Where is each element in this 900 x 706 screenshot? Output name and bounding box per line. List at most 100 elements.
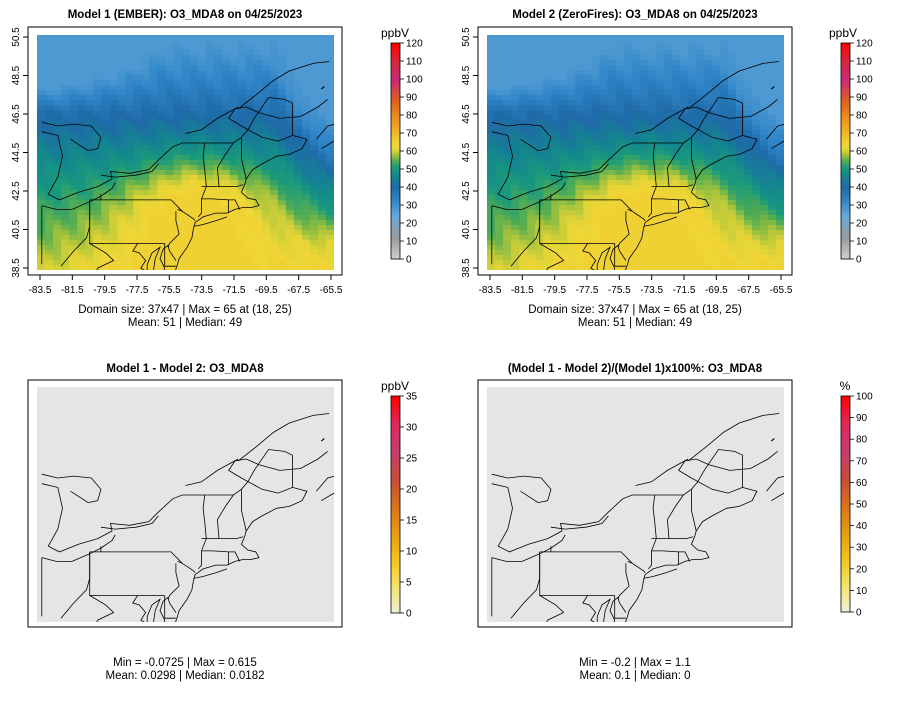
grid-cell bbox=[93, 210, 102, 216]
colorbar-segment bbox=[841, 406, 850, 410]
grid-cell bbox=[165, 140, 175, 146]
grid-cell bbox=[269, 80, 279, 86]
grid-cell bbox=[671, 215, 681, 221]
grid-cell bbox=[93, 60, 102, 66]
grid-cell bbox=[101, 50, 110, 56]
grid-cell bbox=[759, 105, 769, 111]
grid-cell bbox=[245, 75, 255, 81]
grid-cell bbox=[221, 80, 231, 86]
grid-cell bbox=[117, 250, 126, 256]
grid-cell bbox=[53, 140, 62, 146]
grid-cell bbox=[591, 145, 600, 151]
grid-cell bbox=[301, 230, 311, 236]
grid-cell bbox=[221, 75, 231, 81]
y-tick-label: 38.5 bbox=[461, 258, 472, 278]
grid-cell bbox=[583, 175, 592, 181]
grid-cell bbox=[93, 65, 102, 71]
grid-cell bbox=[679, 230, 689, 236]
colorbar-segment bbox=[391, 185, 400, 188]
colorbar-segment bbox=[391, 531, 400, 534]
grid-cell bbox=[189, 85, 199, 91]
grid-cell bbox=[655, 105, 665, 111]
grid-cell bbox=[61, 75, 70, 81]
grid-cell bbox=[269, 120, 279, 126]
grid-cell bbox=[711, 235, 721, 241]
grid-cell bbox=[93, 100, 102, 106]
grid-cell bbox=[727, 50, 737, 56]
grid-cell bbox=[615, 35, 625, 41]
grid-cell bbox=[301, 185, 311, 191]
grid-cell bbox=[519, 215, 528, 221]
grid-cell bbox=[213, 200, 223, 206]
grid-cell bbox=[325, 220, 334, 226]
colorbar-segment bbox=[391, 524, 400, 527]
plot-frame bbox=[27, 379, 343, 628]
colorbar-segment bbox=[841, 568, 850, 572]
grid-cell bbox=[77, 190, 86, 196]
colorbar-segment bbox=[841, 196, 850, 199]
grid-cell bbox=[165, 255, 175, 261]
grid-cell bbox=[727, 250, 737, 256]
grid-cell bbox=[269, 175, 279, 181]
grid-cell bbox=[197, 75, 207, 81]
grid-cell bbox=[519, 125, 528, 131]
boundary-line bbox=[167, 211, 180, 248]
grid-cell bbox=[309, 115, 319, 121]
x-tick-label: -79.5 bbox=[543, 285, 566, 296]
grid-cell bbox=[245, 110, 255, 116]
colorbar-segment bbox=[391, 115, 400, 118]
grid-cell bbox=[503, 240, 512, 246]
colorbar-tick-label: 100 bbox=[856, 75, 873, 86]
grid-cell bbox=[141, 195, 150, 201]
grid-cell bbox=[285, 150, 295, 156]
grid-cell bbox=[309, 145, 319, 151]
grid-cell bbox=[551, 40, 560, 46]
grid-cell bbox=[735, 100, 745, 106]
grid-cell bbox=[325, 135, 334, 141]
grid-cell bbox=[221, 250, 231, 256]
grid-cell bbox=[141, 80, 150, 86]
grid-cell bbox=[77, 180, 86, 186]
grid-cell bbox=[197, 125, 207, 131]
grid-cell bbox=[141, 65, 150, 71]
colorbar-segment bbox=[391, 64, 400, 67]
grid-cell bbox=[575, 165, 584, 171]
grid-cell bbox=[567, 165, 576, 171]
grid-cell bbox=[165, 230, 175, 236]
grid-cell bbox=[285, 135, 295, 141]
grid-cell bbox=[181, 250, 191, 256]
grid-cell bbox=[671, 40, 681, 46]
grid-cell bbox=[647, 225, 657, 231]
grid-cell bbox=[567, 50, 576, 56]
grid-cell bbox=[647, 65, 657, 71]
grid-cell bbox=[221, 110, 231, 116]
grid-cell bbox=[285, 245, 295, 251]
grid-cell bbox=[503, 120, 512, 126]
colorbar-segment bbox=[391, 470, 400, 473]
colorbar-segment bbox=[391, 609, 400, 612]
grid-cell bbox=[269, 250, 279, 256]
grid-cell bbox=[631, 185, 641, 191]
grid-cell bbox=[767, 210, 777, 216]
grid-cell bbox=[53, 245, 62, 251]
grid-cell bbox=[631, 170, 641, 176]
colorbar-segment bbox=[391, 473, 400, 477]
grid-cell bbox=[261, 60, 271, 66]
grid-cell bbox=[591, 245, 600, 251]
grid-cell bbox=[775, 195, 784, 201]
grid-cell bbox=[735, 145, 745, 151]
grid-cell bbox=[559, 205, 568, 211]
grid-cell bbox=[671, 265, 681, 270]
grid-cell bbox=[719, 55, 729, 61]
grid-cell bbox=[101, 255, 110, 261]
grid-cell bbox=[181, 160, 191, 166]
grid-cell bbox=[221, 100, 231, 106]
grid-cell bbox=[253, 135, 263, 141]
grid-cell bbox=[285, 260, 295, 266]
grid-cell bbox=[551, 255, 560, 261]
grid-cell bbox=[205, 65, 215, 71]
grid-cell bbox=[293, 145, 303, 151]
grid-cell bbox=[735, 125, 745, 131]
grid-cell bbox=[61, 185, 70, 191]
grid-cell bbox=[583, 180, 592, 186]
